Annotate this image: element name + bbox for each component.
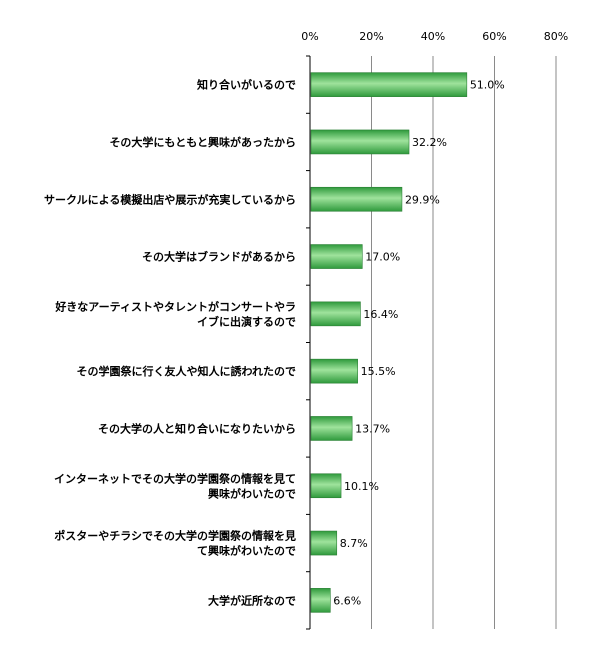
category-label: その大学はブランドがあるから: [142, 250, 296, 264]
bar: [310, 588, 331, 613]
value-label: 10.1%: [344, 480, 379, 493]
category-label: 大学が近所なので: [208, 593, 296, 607]
value-label: 32.2%: [412, 136, 447, 149]
bar: [310, 72, 468, 97]
bar: [310, 301, 361, 327]
category-label: その学園祭に行く友人や知人に誘われたので: [77, 364, 296, 378]
bar: [310, 129, 410, 155]
category-label: サークルによる模擬出店や展示が充実しているから: [44, 192, 296, 206]
bar: [310, 358, 358, 384]
category-label: 知り合いがいるので: [196, 78, 296, 92]
x-axis-ticks: 0% 20% 40% 60% 80%: [301, 30, 568, 43]
category-label: インターネットでその大学の学園祭の情報を見て: [54, 471, 296, 485]
value-label: 15.5%: [361, 365, 396, 378]
y-axis: [306, 55, 311, 630]
category-label: その大学にもともと興味があったから: [109, 135, 296, 149]
x-tick-label: 80%: [544, 30, 568, 43]
category-label: ポスターやチラシでその大学の学園祭の情報を見: [54, 529, 296, 543]
category-label: て興味がわいたので: [197, 544, 296, 558]
value-label: 6.6%: [333, 594, 361, 607]
value-label: 51.0%: [470, 79, 505, 92]
bar: [310, 530, 338, 556]
bars: [310, 72, 468, 613]
category-label: 好きなアーティストやタレントがコンサートやラ: [54, 299, 296, 313]
x-tick-label: 60%: [482, 30, 506, 43]
value-label: 17.0%: [365, 251, 400, 264]
category-label: その大学の人と知り合いになりたいから: [98, 421, 296, 435]
value-label: 29.9%: [405, 193, 440, 206]
gridlines: [371, 56, 557, 629]
x-tick-label: 40%: [421, 30, 445, 43]
bar: [310, 473, 342, 499]
bar: [310, 416, 353, 441]
value-label: 16.4%: [363, 308, 398, 321]
category-labels: 知り合いがいるのでその大学にもともと興味があったからサークルによる模擬出店や展示…: [44, 78, 296, 608]
value-label: 13.7%: [355, 422, 390, 435]
value-label: 8.7%: [340, 537, 368, 550]
category-label: イブに出演するので: [197, 314, 296, 328]
category-label: 興味がわいたので: [208, 486, 296, 500]
value-labels: 51.0% 32.2% 29.9% 17.0% 16.4% 15.5% 13.7% 10.1%…: [333, 79, 504, 608]
bar: [310, 244, 363, 269]
bar: [310, 186, 403, 212]
x-tick-label: 20%: [359, 30, 383, 43]
x-tick-label: 0%: [301, 30, 318, 43]
